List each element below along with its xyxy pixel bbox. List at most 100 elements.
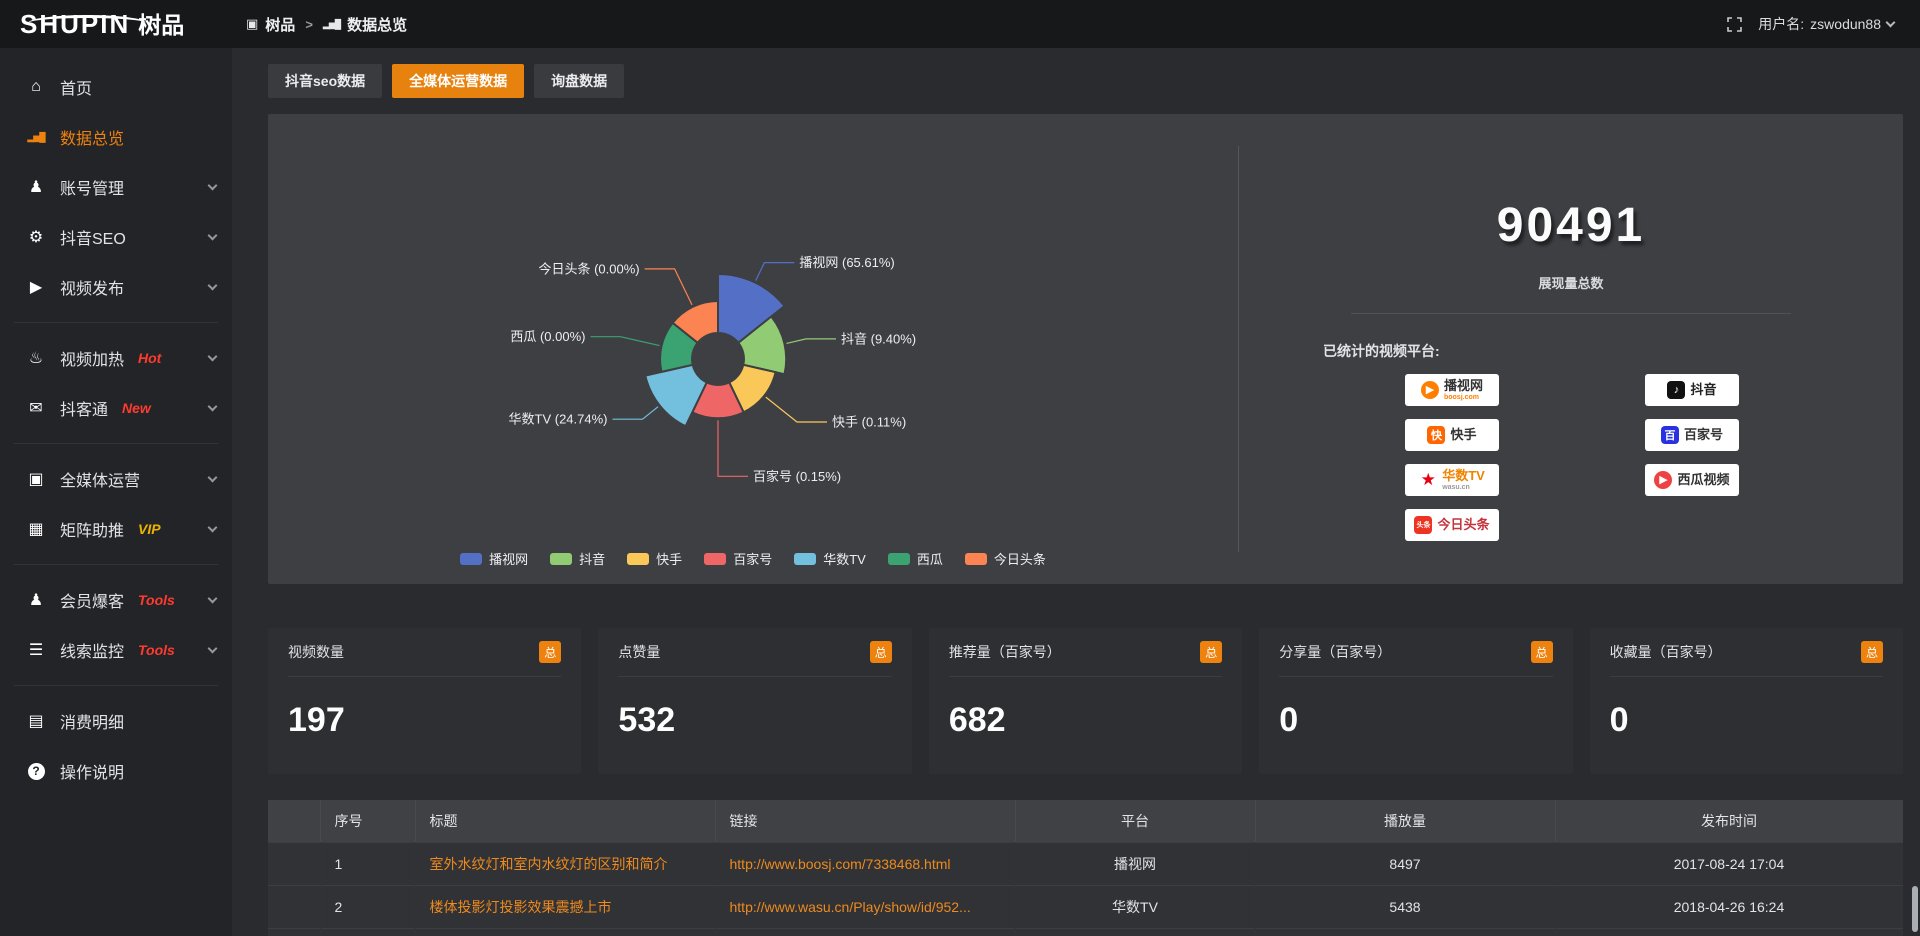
logo-arc-decoration bbox=[28, 15, 146, 31]
stat-card-label: 视频数量 bbox=[288, 644, 344, 660]
legend-label: 今日头条 bbox=[993, 552, 1046, 567]
sliders-icon: ☰ bbox=[28, 642, 44, 659]
rose-slice-6[interactable] bbox=[671, 299, 719, 345]
stat-card-head: 视频数量 总 bbox=[288, 628, 562, 677]
cell-index: 2 bbox=[320, 885, 416, 928]
summary-divider bbox=[1351, 312, 1791, 314]
sidebar-item-publish-4[interactable]: ▶ 视频发布 bbox=[0, 262, 232, 312]
cell-link[interactable]: http://www.boosj.com/7338468.html bbox=[715, 842, 1016, 885]
column-header-title: 标题 bbox=[415, 800, 716, 842]
sidebar-item-label: 会员爆客 bbox=[60, 594, 125, 611]
platform-logo-icon: ♪ bbox=[1667, 380, 1686, 399]
table-header-row: 序号 标题 链接 平台 播放量 发布时间 bbox=[268, 800, 1903, 842]
stat-card-head: 点赞量 总 bbox=[618, 628, 892, 677]
platform-badge-4: ★ 华数TV wasu.cn bbox=[1405, 463, 1499, 496]
legend-item-6[interactable]: 今日头条 bbox=[964, 549, 1046, 568]
cell-link[interactable]: http://www.wasu.cn/Play/show/id/952... bbox=[715, 885, 1016, 928]
sidebar-item-sliders-10[interactable]: ☰ 线索监控 Tools bbox=[0, 625, 232, 675]
sidebar-item-user-2[interactable]: ♟ 账号管理 bbox=[0, 162, 232, 212]
cell-title[interactable]: 室外水纹灯和室内水纹灯的区别和简介 bbox=[415, 842, 716, 885]
legend-item-5[interactable]: 西瓜 bbox=[887, 549, 943, 568]
cell-published bbox=[1555, 928, 1903, 936]
publish-icon: ▶ bbox=[29, 279, 43, 296]
stat-cards-row: 视频数量总 197 点赞量总 532 推荐量（百家号）总 682 分享量（百家号）总 0 收藏量… bbox=[268, 628, 1903, 774]
platform-badge-text: 华数TV wasu.cn bbox=[1442, 469, 1485, 491]
legend-label: 西瓜 bbox=[916, 552, 943, 567]
page-scrollbar-thumb[interactable] bbox=[1912, 886, 1918, 932]
chart-legend: 播视网 抖音 快手 百家号 华数TV 西瓜 今日头条 bbox=[268, 549, 1238, 568]
platform-badge-1: ♪ 抖音 bbox=[1645, 373, 1739, 406]
slice-label-4: 华数TV (24.74%) bbox=[509, 412, 608, 427]
legend-item-1[interactable]: 抖音 bbox=[550, 549, 605, 568]
fullscreen-icon[interactable] bbox=[1727, 16, 1743, 32]
sidebar-item-label: 视频发布 bbox=[60, 281, 125, 298]
main-content: 抖音seo数据 全媒体运营数据 询盘数据 播视网 (65.61%) 抖音 (9.40%… bbox=[268, 48, 1903, 936]
stat-card-1: 点赞量 总 532 bbox=[598, 628, 912, 774]
stat-card-value: 682 bbox=[948, 701, 1006, 739]
label-leader-line-0 bbox=[755, 262, 795, 281]
label-leader-line-1 bbox=[786, 338, 836, 344]
sidebar-badge-new: New bbox=[122, 400, 151, 416]
label-leader-line-2 bbox=[765, 396, 827, 423]
bar-chart-icon: ▂▅█ bbox=[322, 18, 341, 29]
breadcrumb-item-data-overview[interactable]: ▂▅█ 数据总览 bbox=[323, 14, 407, 35]
breadcrumb-label: 数据总览 bbox=[347, 16, 408, 34]
sidebar-item-home-0[interactable]: ⌂ 首页 bbox=[0, 62, 232, 112]
stat-card-value: 197 bbox=[288, 701, 345, 739]
username-menu[interactable]: 用户名: zswodun88 bbox=[1758, 14, 1896, 34]
tab-1[interactable]: 全媒体运营数据 bbox=[392, 64, 525, 98]
rose-slice-1[interactable] bbox=[736, 315, 788, 376]
stat-card-0: 视频数量 总 197 bbox=[268, 628, 582, 774]
rose-slice-4[interactable] bbox=[644, 363, 709, 428]
legend-item-3[interactable]: 百家号 bbox=[704, 549, 772, 568]
sidebar-item-label: 视频加热 bbox=[60, 352, 125, 369]
tab-0[interactable]: 抖音seo数据 bbox=[268, 64, 383, 98]
sidebar-item-chat-6[interactable]: ✉ 抖客通 New bbox=[0, 383, 232, 433]
platform-logo-icon: 快 bbox=[1427, 425, 1446, 444]
legend-label: 百家号 bbox=[733, 552, 773, 567]
platform-logo-icon: 百 bbox=[1660, 425, 1679, 444]
sidebar-badge-vip: VIP bbox=[138, 521, 161, 537]
videos-table: 序号 标题 链接 平台 播放量 发布时间 1 室外水纹灯和室内水纹灯的区别和简介 h… bbox=[268, 800, 1903, 936]
platform-badge-grid: ▶ 播视网 boosj.com ♪ 抖音快快手百百家号 ★ 华数TV wasu.cn ▶ 西瓜视频… bbox=[1405, 373, 1903, 541]
wallet-icon: ▤ bbox=[28, 713, 44, 730]
sidebar-item-wallet-11[interactable]: ▤ 消费明细 bbox=[0, 696, 232, 746]
logo-suffix: 树品 bbox=[138, 12, 185, 38]
sidebar-item-heat-5[interactable]: ♨ 视频加热 Hot bbox=[0, 333, 232, 383]
legend-swatch bbox=[794, 552, 817, 565]
sidebar-divider bbox=[14, 564, 218, 565]
sidebar-item-gear-3[interactable]: ⚙ 抖音SEO bbox=[0, 212, 232, 262]
platform-name: 快手 bbox=[1450, 427, 1477, 443]
chevron-down-icon bbox=[207, 401, 218, 412]
user-icon: ♟ bbox=[28, 179, 44, 196]
tab-2[interactable]: 询盘数据 bbox=[534, 64, 625, 98]
cell-index: 1 bbox=[320, 842, 416, 885]
sidebar-item-label: 首页 bbox=[60, 81, 93, 98]
gear-icon: ⚙ bbox=[28, 229, 44, 246]
column-header-platform: 平台 bbox=[1015, 800, 1256, 842]
cell-platform: 华数TV bbox=[1015, 885, 1256, 928]
cell-plays bbox=[1255, 928, 1556, 936]
chevron-down-icon bbox=[1885, 17, 1896, 27]
sidebar-item-grid-8[interactable]: ▦ 矩阵助推 VIP bbox=[0, 504, 232, 554]
help-icon: ? bbox=[24, 762, 48, 780]
cell-title[interactable]: 楼体投影灯投影效果震撼上市 bbox=[415, 885, 716, 928]
breadcrumb-item-home[interactable]: ▣ 树品 bbox=[246, 14, 295, 35]
cell-published: 2017-08-24 17:04 bbox=[1555, 842, 1903, 885]
platform-badge-text: 抖音 bbox=[1690, 383, 1716, 396]
legend-swatch bbox=[964, 552, 987, 565]
column-header-link: 链接 bbox=[715, 800, 1016, 842]
legend-item-4[interactable]: 华数TV bbox=[794, 549, 866, 568]
sidebar-item-user-9[interactable]: ♟ 会员爆客 Tools bbox=[0, 575, 232, 625]
legend-item-0[interactable]: 播视网 bbox=[460, 549, 528, 568]
slice-label-3: 百家号 (0.15%) bbox=[753, 469, 841, 484]
label-leader-line-3 bbox=[717, 420, 748, 477]
panel-divider bbox=[1238, 146, 1239, 552]
platform-name: 百家号 bbox=[1683, 427, 1723, 443]
rose-slice-0[interactable] bbox=[717, 272, 786, 345]
sidebar-item-help-12[interactable]: ? 操作说明 bbox=[0, 746, 232, 796]
legend-item-2[interactable]: 快手 bbox=[627, 549, 682, 568]
sidebar-item-monitor-7[interactable]: ▣ 全媒体运营 bbox=[0, 454, 232, 504]
sidebar-item-bar-chart-1[interactable]: ▂▅█ 数据总览 bbox=[0, 112, 232, 162]
sidebar-nav: ⌂ 首页 ▂▅█ 数据总览 ♟ 账号管理 ⚙ 抖音SEO ▶ 视频发布 ♨ 视频加热 Hot ✉ 抖客通 Ne… bbox=[0, 48, 232, 936]
